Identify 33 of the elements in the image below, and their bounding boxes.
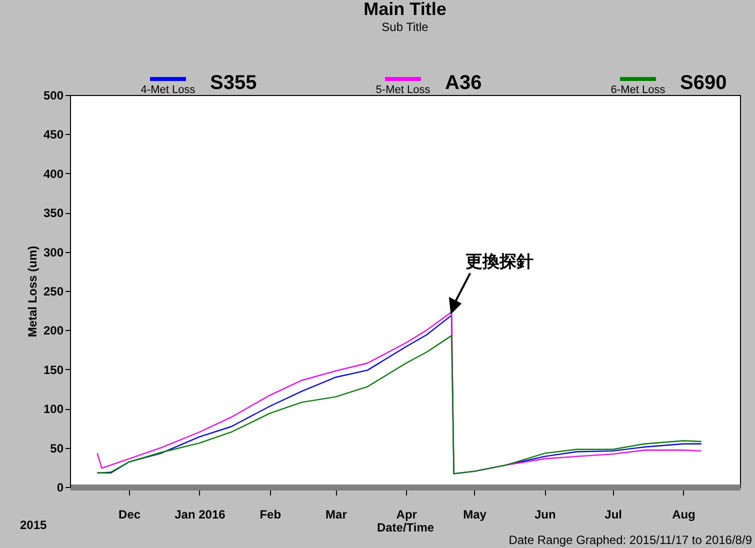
- annotation: 4-Met Loss: [140, 84, 196, 96]
- y-tick-label: 250: [43, 284, 64, 298]
- y-tick-label: 500: [43, 88, 64, 102]
- x-axis-title: Date/Time: [376, 520, 434, 534]
- annotation: 6-Met Loss: [610, 84, 666, 96]
- legend-label: S355: [210, 72, 257, 94]
- chart-subtitle: Sub Title: [382, 20, 429, 34]
- legend-label: S690: [680, 72, 727, 94]
- y-tick-label: 300: [43, 245, 64, 260]
- x-tick-label: May: [463, 508, 487, 522]
- y-tick-label: 100: [43, 402, 64, 416]
- y-tick-label: 0: [56, 480, 64, 494]
- x-tick-label: Jul: [604, 508, 622, 522]
- legend-label: A36: [445, 72, 482, 94]
- y-tick-label: 450: [43, 128, 64, 142]
- x-tick-label: Jan 2016: [174, 508, 226, 522]
- y-tick-label: 50: [50, 441, 64, 456]
- x-tick-label: Aug: [672, 508, 696, 522]
- x-tick-label: Apr: [396, 508, 418, 522]
- text: 2015: [20, 518, 48, 532]
- y-axis-title: Metal Loss (um): [25, 246, 40, 338]
- y-tick-label: 150: [43, 362, 64, 377]
- annotation: 5-Met Loss: [376, 84, 431, 96]
- x-tick-label: Mar: [326, 508, 348, 522]
- y-tick-label: 350: [43, 206, 64, 220]
- y-tick-label: 200: [43, 324, 64, 338]
- chart-title: Main Title: [364, 0, 446, 19]
- x-tick-label: Dec: [118, 508, 141, 522]
- text: Date Range Graphed: 2015/11/17 to 2016/8/9: [508, 533, 752, 547]
- annotation: 更換探針: [466, 252, 534, 272]
- x-tick-label: Feb: [260, 508, 282, 522]
- y-tick-label: 400: [43, 166, 64, 181]
- x-tick-label: Jun: [534, 508, 556, 522]
